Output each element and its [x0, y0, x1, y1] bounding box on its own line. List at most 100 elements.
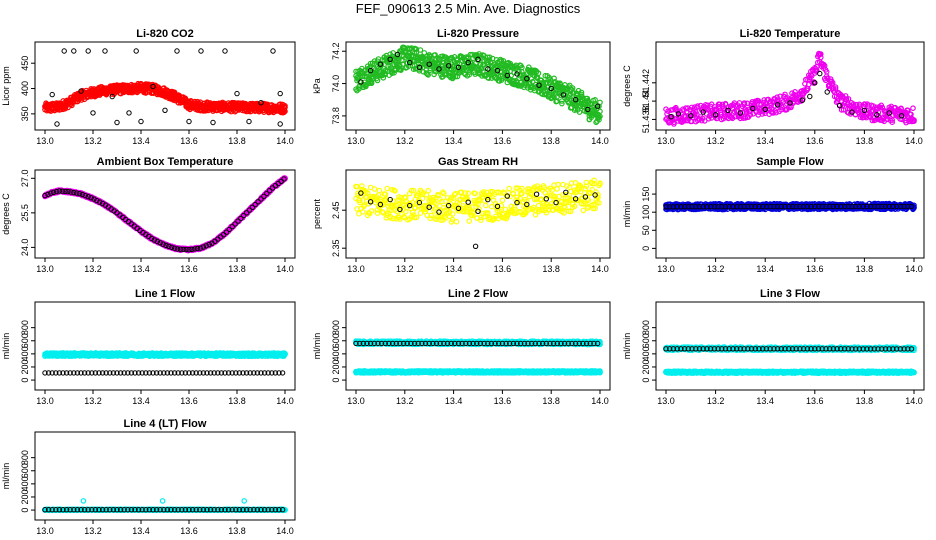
- x-tick-label: 13.6: [180, 136, 198, 146]
- y-tick-label: 450: [20, 56, 30, 71]
- x-tick-label: 13.4: [756, 264, 774, 274]
- x-tick-label: 13.6: [494, 264, 512, 274]
- x-tick-label: 13.6: [180, 264, 198, 274]
- x-tick-label: 14.0: [905, 264, 923, 274]
- y-tick-label: 400: [20, 81, 30, 96]
- x-tick-label: 13.0: [347, 136, 365, 146]
- chart-title: Li-820 Temperature: [740, 28, 841, 40]
- plot-frame: [34, 301, 296, 391]
- plot-frame: [34, 41, 296, 131]
- x-tick-label: 14.0: [276, 396, 294, 406]
- y-tick-label: 27.0: [20, 170, 30, 188]
- data-point: [222, 48, 228, 54]
- data-point: [277, 121, 283, 127]
- y-tick-label: 73.8: [331, 107, 341, 125]
- x-tick-label: 13.6: [806, 264, 824, 274]
- y-axis-label: Licor ppm: [1, 66, 11, 106]
- figure-title: FEF_090613 2.5 Min. Ave. Diagnostics: [355, 1, 581, 16]
- y-tick-label: 50: [641, 225, 651, 235]
- y-tick-label: 0: [20, 378, 30, 383]
- data-point: [49, 91, 55, 98]
- x-tick-label: 13.8: [228, 264, 246, 274]
- data-point: [807, 93, 813, 100]
- y-tick-label: 2.45: [331, 201, 341, 219]
- series-1-min: [42, 175, 288, 254]
- data-point: [54, 121, 60, 127]
- chart-panel-6: Sample Flow ml/min 13.0 13.2 13.4 13.6 13.8 14.…: [622, 156, 925, 274]
- x-tick-label: 13.2: [707, 264, 725, 274]
- y-tick-label: 25.5: [20, 204, 30, 222]
- data-point: [472, 243, 479, 250]
- x-tick-label: 13.0: [347, 264, 365, 274]
- data-point: [554, 186, 560, 192]
- y-tick-label: 74.2: [331, 42, 341, 60]
- data-point: [499, 197, 506, 204]
- y-tick-label: 100: [641, 205, 651, 220]
- x-tick-label: 13.0: [36, 136, 54, 146]
- x-tick-label: 14.0: [905, 136, 923, 146]
- x-tick-label: 13.4: [445, 136, 463, 146]
- y-axis-label: ml/min: [622, 201, 632, 228]
- x-tick-label: 14.0: [276, 136, 294, 146]
- y-axis-label: percent: [312, 198, 322, 229]
- x-tick-label: 13.8: [542, 264, 560, 274]
- x-tick-label: 13.2: [396, 136, 414, 146]
- x-tick-label: 13.8: [228, 136, 246, 146]
- x-tick-label: 13.2: [84, 396, 102, 406]
- x-tick-label: 13.4: [756, 136, 774, 146]
- y-tick-label: 0: [641, 246, 651, 251]
- x-tick-label: 13.2: [84, 136, 102, 146]
- data-point: [85, 48, 91, 54]
- data-point: [174, 48, 180, 54]
- y-tick-label: 2.35: [331, 239, 341, 257]
- data-point: [376, 187, 383, 194]
- data-point: [384, 185, 391, 192]
- chart-title: Line 1 Flow: [135, 288, 195, 300]
- x-tick-label: 13.6: [806, 136, 824, 146]
- data-point: [465, 190, 472, 197]
- x-tick-label: 13.0: [36, 396, 54, 406]
- x-tick-label: 13.0: [657, 264, 675, 274]
- series-1-min: [42, 350, 288, 360]
- y-axis-label: kPa: [312, 78, 322, 94]
- y-tick-label: 150: [641, 187, 651, 202]
- x-tick-label: 14.0: [591, 264, 609, 274]
- x-tick-label: 14.0: [276, 264, 294, 274]
- data-point: [234, 90, 240, 97]
- y-tick-label: 51.442: [641, 69, 651, 97]
- data-point: [90, 110, 96, 116]
- data-point: [246, 118, 252, 125]
- series-1-min: [42, 80, 288, 116]
- y-axis-label: degrees C: [622, 65, 632, 107]
- x-tick-label: 13.8: [856, 264, 874, 274]
- chart-title: Sample Flow: [756, 156, 824, 168]
- data-point: [71, 48, 77, 54]
- data-point: [817, 70, 823, 77]
- data-point: [453, 218, 460, 225]
- data-point: [61, 48, 67, 54]
- data-point: [270, 48, 276, 54]
- data-point: [210, 119, 216, 126]
- chart-title: Li-820 Pressure: [437, 28, 519, 40]
- data-point: [482, 202, 489, 209]
- series-1-min: [663, 50, 917, 127]
- data-point: [102, 48, 108, 54]
- data-point: [162, 107, 168, 114]
- x-tick-label: 13.4: [132, 264, 150, 274]
- x-tick-label: 13.6: [180, 396, 198, 406]
- y-tick-label: 74.0: [331, 75, 341, 93]
- x-tick-label: 13.8: [228, 396, 246, 406]
- y-axis-label: ml/min: [1, 333, 11, 360]
- plot-frame: [655, 169, 925, 259]
- data-point: [138, 118, 144, 125]
- data-point: [466, 218, 473, 224]
- x-tick-label: 13.0: [36, 264, 54, 274]
- y-tick-label: 800: [20, 320, 30, 335]
- x-tick-label: 13.2: [84, 264, 102, 274]
